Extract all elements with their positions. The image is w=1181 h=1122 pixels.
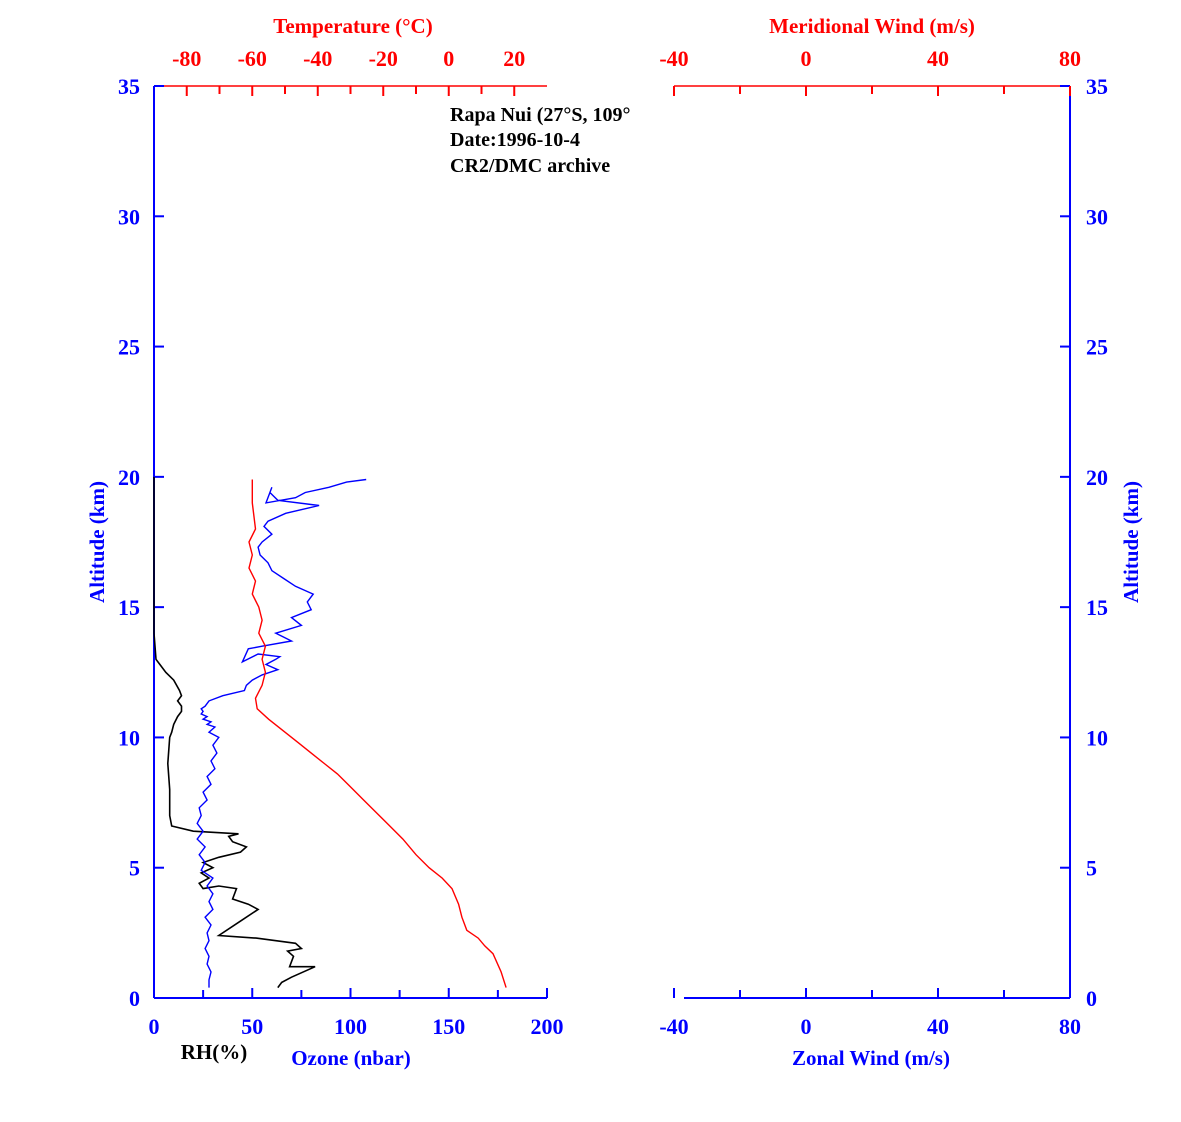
temperature-tick-label: -20 xyxy=(369,46,398,71)
archive-source-text: CR2/DMC archive xyxy=(450,155,610,177)
right-altitude-tick-label: 10 xyxy=(1086,725,1108,750)
zonal-wind-axis-label: Zonal Wind (m/s) xyxy=(792,1046,950,1070)
ozone-tick-label: 50 xyxy=(241,1014,263,1039)
ozone-tick-label: 200 xyxy=(531,1014,564,1039)
left-altitude-tick-label: 25 xyxy=(118,335,140,360)
right-altitude-ticks: 0 5 10 15 20 25 30 35 xyxy=(1060,74,1108,1011)
temperature-tick-label: 20 xyxy=(503,46,525,71)
left-altitude-tick-label: 5 xyxy=(129,856,140,881)
right-altitude-tick-label: 35 xyxy=(1086,74,1108,99)
ozone-ticks: 0 50 100 150 200 xyxy=(149,988,564,1039)
meridional-wind-tick-label: 80 xyxy=(1059,46,1081,71)
ozone-tick-label: 150 xyxy=(432,1014,465,1039)
left-altitude-tick-label: 10 xyxy=(118,725,140,750)
ozone-profile-line xyxy=(196,478,367,988)
left-altitude-tick-label: 30 xyxy=(118,204,140,229)
zonal-wind-tick-label: 40 xyxy=(927,1014,949,1039)
meridional-wind-tick-label: 40 xyxy=(927,46,949,71)
ozone-tick-label: 0 xyxy=(149,1014,160,1039)
ozone-axis-label: Ozone (nbar) xyxy=(291,1046,411,1070)
rh-axis-label: RH(%) xyxy=(181,1040,248,1064)
left-altitude-tick-label: 0 xyxy=(129,986,140,1011)
profile-series xyxy=(153,476,507,989)
station-annotation: Rapa Nui (27°S, 109° Date:1996-10-4 CR2/… xyxy=(450,104,630,177)
temperature-tick-label: -40 xyxy=(303,46,332,71)
right-altitude-tick-label: 5 xyxy=(1086,856,1097,881)
right-altitude-tick-label: 15 xyxy=(1086,595,1108,620)
left-altitude-tick-label: 20 xyxy=(118,465,140,490)
meridional-wind-tick-label: -40 xyxy=(659,46,688,71)
meridional-wind-axis-label: Meridional Wind (m/s) xyxy=(769,14,975,38)
right-altitude-axis-label: Altitude (km) xyxy=(1119,481,1143,603)
zonal-wind-tick-label: 0 xyxy=(801,1014,812,1039)
rh-profile-line xyxy=(153,476,316,989)
station-name-text: Rapa Nui (27°S, 109° xyxy=(450,104,630,126)
temperature-profile-line xyxy=(248,479,507,988)
left-altitude-axis-label: Altitude (km) xyxy=(85,481,109,603)
ozone-tick-label: 100 xyxy=(334,1014,367,1039)
zonal-wind-ticks: -40 0 40 80 xyxy=(659,988,1081,1039)
temperature-tick-label: 0 xyxy=(443,46,454,71)
zonal-wind-tick-label: 80 xyxy=(1059,1014,1081,1039)
right-panel: 0 5 10 15 20 25 30 35 -40 0 40 80 -40 0 40 80 Altitud… xyxy=(659,14,1143,1070)
temperature-ticks: -80 -60 -40 -20 0 20 xyxy=(172,46,525,96)
right-altitude-tick-label: 25 xyxy=(1086,335,1108,360)
left-altitude-tick-label: 15 xyxy=(118,595,140,620)
left-altitude-tick-label: 35 xyxy=(118,74,140,99)
temperature-axis-label: Temperature (°C) xyxy=(273,14,432,38)
zonal-wind-tick-label: -40 xyxy=(659,1014,688,1039)
right-altitude-tick-label: 0 xyxy=(1086,986,1097,1011)
temperature-tick-label: -80 xyxy=(172,46,201,71)
left-altitude-ticks: 0 5 10 15 20 25 30 35 xyxy=(118,74,164,1011)
right-altitude-tick-label: 30 xyxy=(1086,204,1108,229)
temperature-tick-label: -60 xyxy=(238,46,267,71)
meridional-wind-ticks: -40 0 40 80 xyxy=(659,46,1081,96)
sounding-date-text: Date:1996-10-4 xyxy=(450,129,580,151)
meridional-wind-tick-label: 0 xyxy=(801,46,812,71)
right-altitude-tick-label: 20 xyxy=(1086,465,1108,490)
